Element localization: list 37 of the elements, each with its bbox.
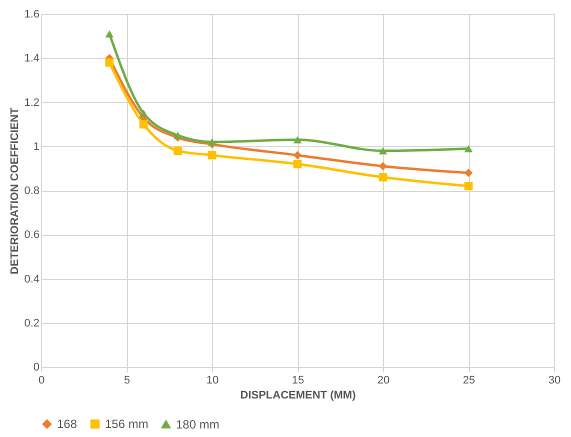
point bbox=[464, 144, 473, 152]
point bbox=[293, 160, 302, 168]
point bbox=[105, 58, 114, 67]
x-tick-label: 25 bbox=[462, 374, 476, 386]
point bbox=[293, 136, 302, 144]
y-tick-label: 0.4 bbox=[24, 273, 40, 286]
x-axis-title: DISPLACEMENT (MM) bbox=[240, 390, 356, 402]
point bbox=[208, 138, 216, 146]
point bbox=[293, 151, 302, 160]
y-tick-label: 0.8 bbox=[24, 185, 40, 197]
x-tick-label: 5 bbox=[124, 374, 130, 386]
x-tick-label: 20 bbox=[377, 374, 390, 386]
legend-label: 180 mm bbox=[176, 417, 220, 432]
x-tick-label: 10 bbox=[206, 374, 219, 386]
x-tick-label: 30 bbox=[548, 374, 561, 386]
point bbox=[139, 110, 148, 117]
legend-label: 156 mm bbox=[105, 417, 148, 432]
x-tick-label: 15 bbox=[292, 374, 304, 386]
y-axis-title: DETERIORATION COEFFICIENT bbox=[9, 107, 22, 274]
point bbox=[174, 132, 182, 139]
y-tick-label: 0.2 bbox=[24, 317, 40, 330]
y-tick-label: 0 bbox=[33, 362, 40, 374]
y-tick-label: 0.6 bbox=[24, 229, 40, 242]
point bbox=[139, 120, 148, 128]
legend-label: 168 bbox=[57, 417, 78, 432]
point bbox=[464, 182, 473, 190]
point bbox=[378, 162, 388, 170]
point bbox=[378, 173, 388, 182]
point bbox=[174, 146, 182, 155]
point bbox=[208, 151, 216, 160]
y-tick-label: 1.4 bbox=[24, 52, 40, 65]
y-tick-label: 1.6 bbox=[24, 8, 40, 20]
y-tick-label: 1 bbox=[33, 140, 40, 153]
y-tick-label: 1.2 bbox=[24, 96, 40, 109]
point bbox=[378, 147, 388, 154]
point bbox=[105, 30, 114, 38]
point bbox=[464, 168, 473, 178]
